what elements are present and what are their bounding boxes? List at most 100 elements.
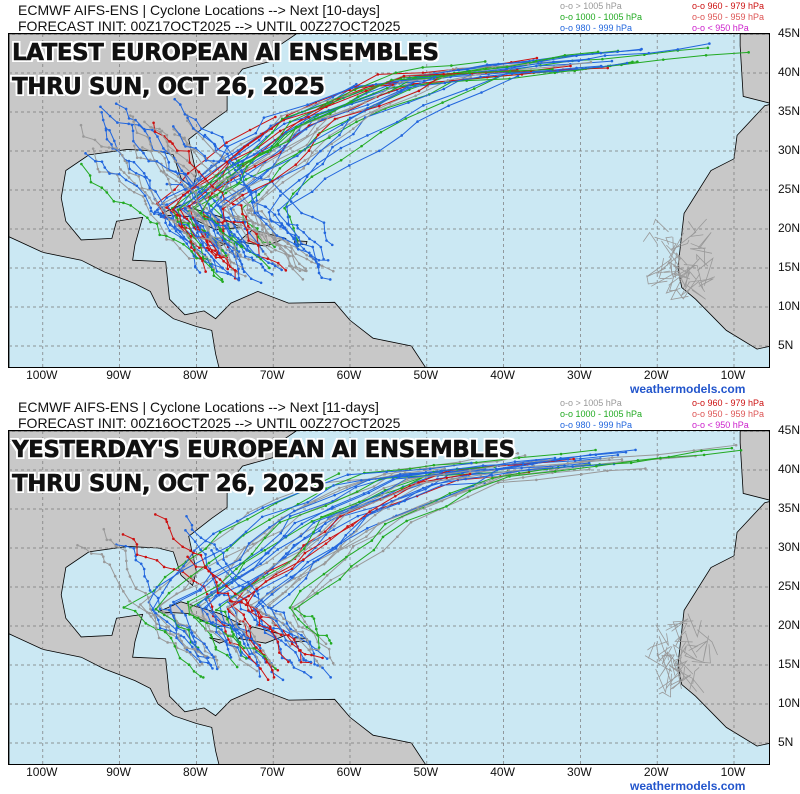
track-point [163,150,166,154]
track-point [236,646,239,649]
track-point [243,255,247,258]
track-point [244,215,248,219]
track-point [424,487,427,491]
track-point [508,475,511,478]
track-point [208,567,212,571]
track-point [224,562,228,566]
track-point [268,604,271,607]
track-point [153,130,157,134]
track-point [248,128,252,132]
track-point [354,529,358,533]
lat-label: 5N [778,338,794,352]
track-point [513,460,517,464]
track-point [339,146,343,150]
overlay-title: YESTERDAY'S EUROPEAN AI ENSEMBLES [12,437,516,464]
cyclone-track [151,462,472,666]
track-point [308,251,311,255]
track-point [575,54,578,58]
track-point [252,201,256,204]
track-point [322,562,326,566]
track-point [193,242,197,245]
track-point [346,525,349,528]
track-point [448,492,452,495]
cyclone-track [154,83,357,269]
lat-label: 30N [778,540,800,554]
track-point [154,198,157,202]
track-point [304,267,307,270]
track-point [269,124,273,128]
track-point [281,148,285,152]
track-point [374,95,377,99]
track-point [358,500,361,504]
track-point [154,626,158,630]
track-point [242,250,246,254]
track-point [310,520,314,523]
track-point [355,564,359,568]
track-point [212,532,215,536]
cyclone-track [77,544,206,657]
cyclone-track [142,146,246,277]
track-point [455,67,458,70]
track-point [135,156,139,160]
track-point [367,491,371,495]
cyclone-track [683,270,697,289]
track-point [273,264,277,268]
track-point [91,147,95,150]
track-point [287,593,291,596]
cyclone-track [122,533,269,681]
track-point [247,211,250,215]
track-point [144,555,148,559]
track-point [241,212,244,216]
cyclone-track [253,449,636,661]
cyclone-track [688,278,714,287]
track-point [274,115,277,119]
track-point [114,102,118,105]
track-point [182,172,186,176]
cyclone-track [696,253,709,267]
track-point [312,652,316,655]
track-point [205,255,208,259]
map-area [8,430,772,767]
cyclone-track [148,467,484,669]
track-point [245,248,248,251]
track-point [300,634,303,637]
track-point [242,568,245,571]
track-point [204,177,207,181]
track-point [199,211,203,215]
track-point [298,658,301,662]
track-point [379,130,383,134]
track-point [218,229,222,232]
track-point [616,50,619,54]
track-point [257,243,260,247]
track-point [290,246,293,250]
cyclone-track [644,655,673,673]
track-point [261,197,264,201]
track-point [199,660,202,664]
track-point [182,142,186,146]
track-point [198,184,202,187]
track-point [405,519,408,523]
track-point [212,274,216,277]
panel-header: ECMWF AIFS-ENS | Cyclone Locations --> N… [18,2,400,34]
track-point [99,105,102,109]
track-point [281,181,285,184]
track-point [516,74,520,78]
header-title: ECMWF AIFS-ENS | Cyclone Locations --> N… [18,2,380,18]
track-point [235,665,239,669]
track-point [199,619,202,623]
track-point [143,199,147,203]
track-point [191,210,195,213]
track-point [267,210,271,214]
track-point [606,66,610,70]
track-point [280,629,284,633]
track-point [239,192,242,196]
track-point [204,565,208,569]
track-point [220,253,224,257]
track-point [132,139,135,143]
track-point [265,561,269,564]
track-point [137,175,141,178]
track-point [163,213,166,217]
track-point [196,647,200,651]
cyclone-track [226,101,366,280]
lon-label: 40W [490,765,515,779]
